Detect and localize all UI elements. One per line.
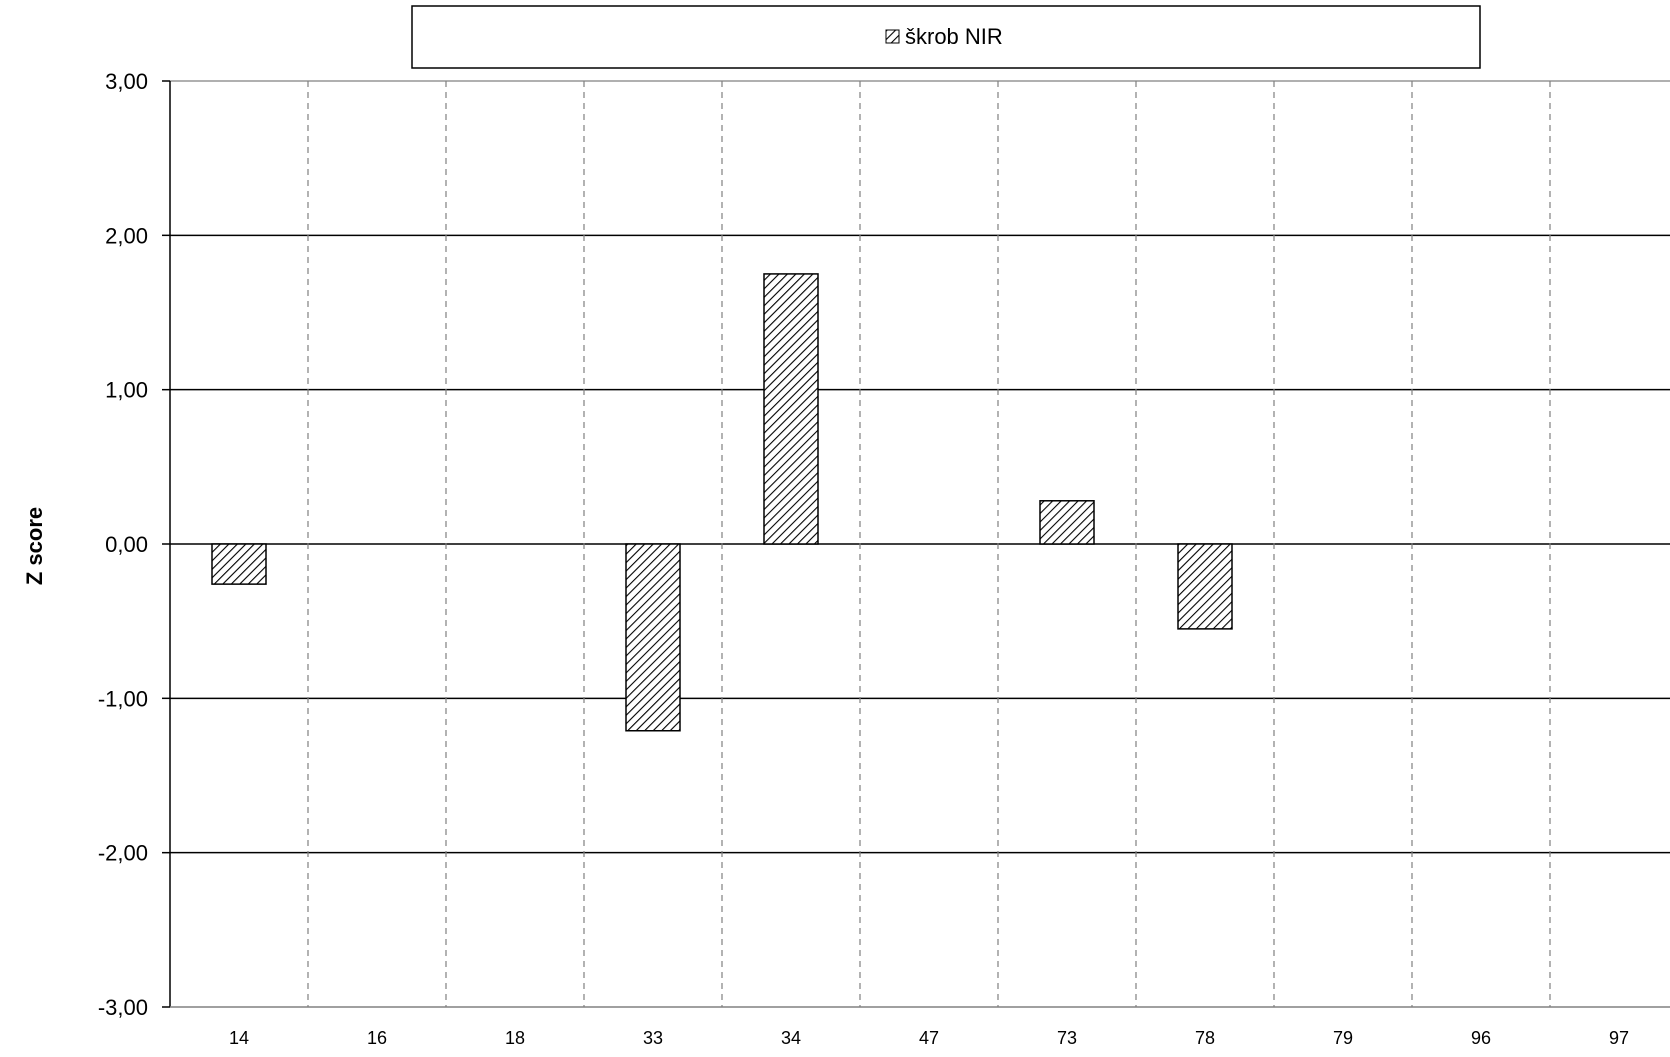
y-tick-label: 3,00: [105, 69, 148, 94]
y-tick-label: -3,00: [98, 995, 148, 1020]
y-tick-labels: 3,00 2,00 1,00 0,00 -1,00 -2,00 -3,00: [98, 69, 148, 1020]
bar-73: [1039, 500, 1095, 545]
axes: [162, 80, 1670, 1008]
x-tick-label: 97: [1609, 1028, 1629, 1048]
y-tick-label: 1,00: [105, 378, 148, 403]
bars: [211, 273, 1233, 732]
y-tick-label: -1,00: [98, 686, 148, 711]
bar-33: [625, 543, 681, 732]
x-tick-label: 33: [643, 1028, 663, 1048]
y-axis-title: Z score: [22, 507, 47, 585]
bar-34: [763, 273, 819, 545]
x-tick-label: 79: [1333, 1028, 1353, 1048]
bar-78: [1177, 543, 1233, 630]
x-tick-label: 78: [1195, 1028, 1215, 1048]
legend-label: škrob NIR: [905, 24, 1003, 49]
x-tick-label: 14: [229, 1028, 249, 1048]
x-tick-label: 96: [1471, 1028, 1491, 1048]
legend-swatch: [885, 29, 900, 44]
y-tick-label: 0,00: [105, 532, 148, 557]
legend-box: [411, 5, 1481, 69]
x-tick-label: 18: [505, 1028, 525, 1048]
y-tick-label: -2,00: [98, 841, 148, 866]
x-tick-labels: 14 16 18 33 34 47 73 78 79 96 97: [229, 1028, 1629, 1048]
x-tick-label: 34: [781, 1028, 801, 1048]
y-tick-label: 2,00: [105, 223, 148, 248]
x-tick-label: 47: [919, 1028, 939, 1048]
legend: škrob NIR: [411, 5, 1481, 69]
grid: [170, 80, 1670, 1007]
bar-14: [211, 543, 267, 585]
x-tick-label: 16: [367, 1028, 387, 1048]
x-tick-label: 73: [1057, 1028, 1077, 1048]
